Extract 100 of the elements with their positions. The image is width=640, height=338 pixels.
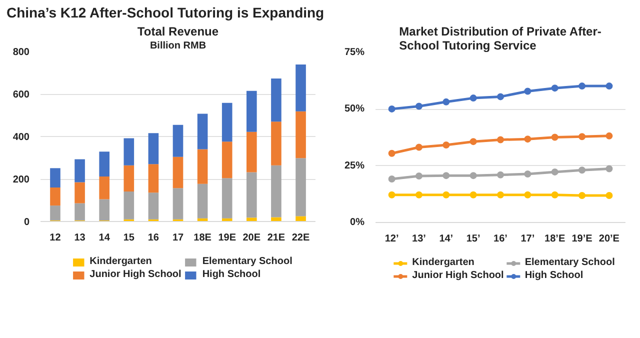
bar [197, 114, 208, 150]
point [497, 136, 504, 144]
point [442, 98, 450, 106]
x-tick-label: 19’E [572, 234, 593, 244]
bar [50, 206, 60, 220]
bar [222, 142, 232, 178]
point [470, 138, 477, 146]
x-tick-label: 16 [148, 232, 160, 244]
chart-subtitle: Billion RMB [150, 40, 206, 52]
point [606, 192, 613, 200]
point [578, 192, 586, 200]
legend-label: Elementary School [524, 257, 615, 268]
bar [246, 90, 257, 132]
y-tick-label: 0 [24, 217, 30, 228]
point [442, 172, 450, 180]
point [415, 102, 422, 110]
bar [246, 218, 257, 222]
point [388, 191, 396, 198]
legend-label: Junior High School [90, 269, 182, 280]
x-tick-label: 13 [74, 232, 86, 244]
x-tick-label: 15 [123, 232, 135, 244]
point [524, 136, 532, 143]
x-tick-label: 14 [98, 232, 110, 244]
bar [246, 172, 257, 218]
x-tick-label: 21E [267, 232, 286, 244]
point [497, 191, 504, 198]
point [470, 172, 477, 180]
x-tick-label: 12 [50, 232, 62, 244]
bar [271, 122, 282, 166]
point [497, 171, 504, 178]
x-tick-label: 12’ [384, 234, 399, 244]
bar [222, 102, 232, 142]
bar [296, 158, 306, 216]
legend-label: High School [524, 270, 584, 281]
point [524, 191, 532, 198]
bar [74, 182, 85, 204]
point [578, 166, 586, 174]
x-tick-label: 14’ [439, 234, 454, 244]
point [606, 82, 613, 90]
bar [124, 192, 134, 220]
point [606, 165, 613, 172]
bar [99, 152, 110, 176]
point [415, 172, 422, 180]
bar [296, 64, 306, 112]
point [524, 170, 532, 178]
x-tick-label: 20E [242, 232, 261, 244]
bar [99, 176, 110, 200]
bar [197, 149, 208, 184]
x-tick-label: 20’E [598, 234, 620, 244]
point [470, 94, 477, 102]
bar [296, 111, 306, 158]
point [551, 84, 558, 92]
y-tick-label: 25% [344, 160, 365, 172]
chart-title: Total Revenue [137, 24, 219, 38]
y-tick-label: 200 [12, 174, 30, 186]
point [524, 88, 532, 95]
bar [246, 132, 257, 172]
bar [271, 78, 282, 122]
legend-label: Kindergarten [412, 257, 474, 268]
bar [148, 164, 159, 193]
x-tick-label: 18E [194, 232, 212, 244]
y-tick-label: 400 [12, 132, 30, 143]
x-tick-label: 15’ [466, 234, 480, 244]
y-tick-label: 75% [344, 47, 365, 58]
point [551, 168, 558, 176]
bar [50, 168, 60, 188]
point [578, 133, 586, 140]
bar [74, 203, 85, 220]
bar [50, 188, 60, 206]
legend-label: Junior High School [412, 270, 504, 281]
point [606, 132, 613, 140]
point [442, 141, 450, 148]
legend-label: Kindergarten [90, 256, 152, 267]
point [497, 93, 504, 100]
point [442, 191, 450, 198]
legend-label: Elementary School [202, 256, 292, 267]
bar [99, 199, 110, 220]
y-tick-label: 800 [12, 47, 30, 58]
bar [172, 188, 184, 220]
bar [197, 184, 208, 218]
x-tick-label: 22E [292, 232, 310, 244]
point [551, 134, 558, 141]
point [415, 191, 422, 198]
point [470, 191, 477, 198]
bar [124, 138, 134, 166]
point [415, 144, 422, 151]
y-tick-label: 0% [350, 217, 365, 228]
y-tick-label: 600 [12, 90, 30, 100]
bar [296, 216, 306, 222]
x-tick-label: 19E [218, 232, 236, 244]
y-tick-label: 50% [344, 104, 365, 115]
point [551, 191, 558, 198]
x-tick-label: 13’ [412, 234, 426, 244]
x-tick-label: 17 [172, 232, 184, 244]
bar [148, 192, 159, 220]
point [578, 82, 586, 90]
bar [172, 156, 184, 188]
bar [74, 159, 85, 182]
chart-title: Market Distribution of Private After-School Tutoring Service [399, 24, 602, 52]
bar [124, 165, 134, 192]
